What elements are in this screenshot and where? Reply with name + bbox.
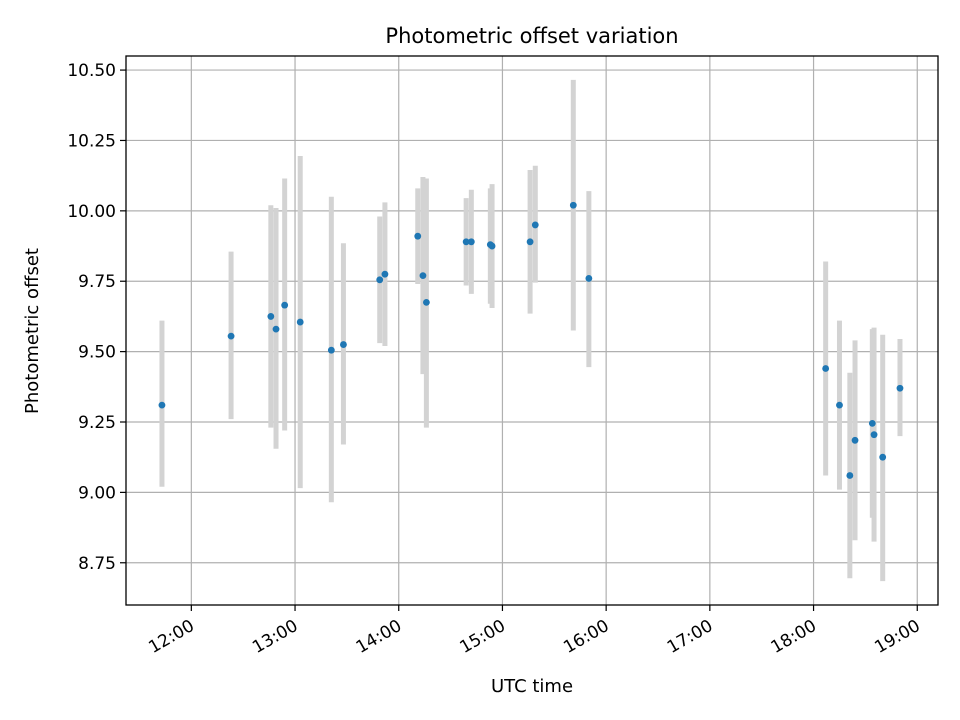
- data-point: [414, 232, 422, 240]
- y-axis: 8.75 9.00 9.25 9.50 9.75 10.00 10.25 10.50: [67, 61, 126, 574]
- data-point: [896, 384, 904, 392]
- data-point: [381, 270, 389, 278]
- data-point: [822, 365, 830, 372]
- plot-area-frame: [125, 55, 939, 606]
- data-point: [296, 318, 304, 326]
- data-point: [419, 272, 427, 279]
- y-tick-label: 10.50: [67, 61, 116, 81]
- data-point: [422, 298, 430, 306]
- data-point: [467, 238, 475, 246]
- data-point: [868, 420, 876, 427]
- chart-title: Photometric offset variation: [385, 24, 678, 48]
- y-tick-label: 9.00: [78, 483, 116, 503]
- data-points: [158, 201, 904, 479]
- data-point: [376, 276, 384, 284]
- data-point: [327, 346, 335, 354]
- data-point: [267, 313, 275, 320]
- data-point: [585, 275, 593, 282]
- y-axis-title: Photometric offset: [22, 248, 43, 414]
- data-point: [281, 301, 289, 309]
- y-tick-label: 9.50: [78, 343, 116, 363]
- data-point: [851, 436, 859, 444]
- data-point: [526, 238, 534, 246]
- data-point: [488, 242, 496, 250]
- data-point: [569, 201, 577, 209]
- data-point: [836, 401, 843, 409]
- y-tick-label: 9.25: [78, 413, 116, 433]
- data-point: [879, 453, 887, 461]
- data-point: [531, 221, 539, 229]
- data-point: [227, 332, 235, 340]
- y-tick-label: 10.00: [67, 202, 116, 222]
- data-point: [158, 401, 166, 409]
- data-point: [870, 431, 878, 439]
- y-tick-label: 8.75: [78, 554, 116, 574]
- y-tick-label: 10.25: [67, 131, 116, 151]
- x-axis-title: UTC time: [491, 676, 573, 697]
- data-point: [340, 341, 347, 348]
- data-point: [462, 238, 470, 246]
- y-tick-label: 9.75: [78, 272, 116, 292]
- data-point: [272, 325, 280, 333]
- data-point: [846, 472, 854, 479]
